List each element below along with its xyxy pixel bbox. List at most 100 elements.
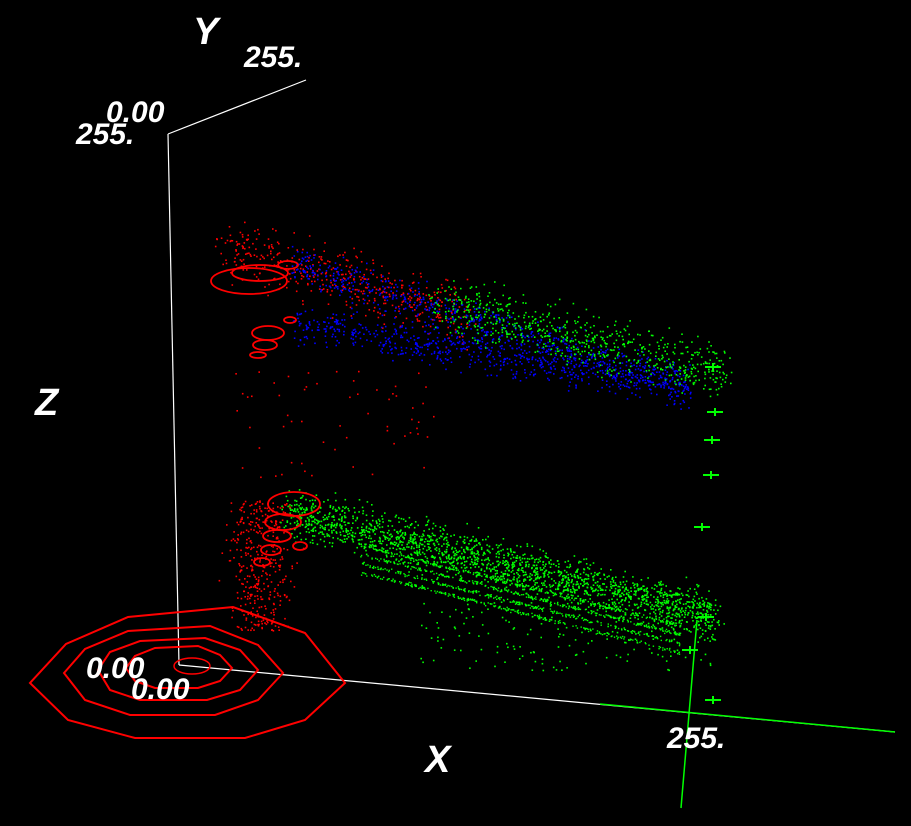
data-point [480, 345, 482, 347]
data-point [648, 350, 650, 352]
data-point [653, 588, 656, 590]
data-point [305, 328, 308, 331]
data-point [612, 383, 614, 386]
data-point [426, 343, 429, 345]
data-point [466, 301, 468, 304]
data-point [381, 515, 383, 517]
data-point [456, 347, 458, 350]
data-point [495, 329, 497, 332]
data-point [524, 586, 526, 588]
data-point [478, 323, 481, 325]
data-point [370, 544, 372, 547]
data-point [580, 369, 582, 372]
data-point [471, 337, 474, 339]
data-point [515, 355, 518, 357]
data-point [241, 236, 244, 238]
data-point [437, 352, 440, 354]
data-point [252, 607, 254, 609]
data-point [497, 332, 500, 334]
data-point [464, 561, 466, 563]
data-point [640, 588, 643, 590]
data-point [267, 621, 269, 624]
data-point [394, 385, 397, 388]
data-point [401, 324, 404, 327]
data-point [538, 328, 540, 331]
data-point [566, 355, 569, 358]
data-point [659, 374, 662, 377]
data-point [593, 574, 596, 577]
data-point [680, 378, 683, 380]
data-point [611, 349, 613, 352]
data-point [618, 348, 621, 351]
data-point [681, 614, 683, 616]
data-point [281, 558, 284, 560]
data-point [452, 299, 454, 301]
data-point [512, 377, 514, 380]
data-point [386, 425, 389, 428]
data-point [260, 510, 262, 512]
data-point [641, 596, 643, 598]
data-point [426, 280, 428, 283]
data-point [501, 334, 504, 337]
data-point [638, 612, 641, 614]
data-point [390, 349, 392, 351]
data-point [454, 312, 456, 314]
data-point [548, 561, 550, 563]
data-point [331, 532, 333, 534]
data-point [345, 265, 348, 267]
data-point [483, 552, 485, 554]
data-point [382, 551, 384, 553]
data-point [326, 291, 329, 293]
data-point [313, 319, 315, 322]
data-point [283, 594, 286, 596]
data-point [496, 579, 499, 581]
data-point [361, 277, 364, 279]
data-point [621, 362, 624, 364]
data-point [519, 354, 522, 356]
data-point [427, 562, 430, 564]
data-point [297, 511, 300, 513]
data-point [449, 331, 452, 334]
data-point [488, 360, 491, 362]
data-point [462, 540, 465, 543]
data-point [642, 598, 645, 600]
data-point [441, 553, 444, 555]
data-point [584, 590, 586, 592]
data-point [606, 363, 609, 366]
data-point [509, 584, 511, 586]
data-point [550, 572, 553, 574]
data-point [556, 348, 559, 350]
data-point [673, 370, 676, 372]
data-point [394, 543, 397, 546]
data-point [393, 323, 395, 325]
data-point [395, 558, 398, 560]
data-point [668, 630, 670, 632]
data-point [281, 505, 283, 508]
data-point [621, 586, 624, 589]
data-point [395, 536, 398, 539]
data-point [644, 590, 646, 592]
data-point [492, 312, 494, 315]
data-point [524, 327, 527, 330]
data-point [306, 275, 308, 278]
data-point [701, 629, 704, 631]
data-point [323, 321, 325, 323]
data-point [673, 400, 676, 402]
data-point [391, 352, 393, 354]
data-point [513, 333, 515, 336]
data-point [505, 581, 508, 583]
data-point [439, 565, 441, 567]
data-point [470, 359, 472, 361]
data-point [526, 545, 529, 547]
data-point [549, 305, 552, 308]
data-point [670, 617, 672, 619]
data-point [416, 559, 418, 562]
data-point [441, 574, 444, 577]
data-point [462, 343, 465, 346]
data-point [448, 318, 450, 320]
data-point [493, 566, 496, 568]
data-point [243, 242, 246, 244]
data-point [608, 599, 610, 601]
data-point [515, 373, 518, 375]
